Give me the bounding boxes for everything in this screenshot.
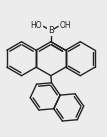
Text: HO: HO <box>31 21 42 30</box>
Text: B: B <box>48 26 54 35</box>
Text: OH: OH <box>59 21 71 30</box>
